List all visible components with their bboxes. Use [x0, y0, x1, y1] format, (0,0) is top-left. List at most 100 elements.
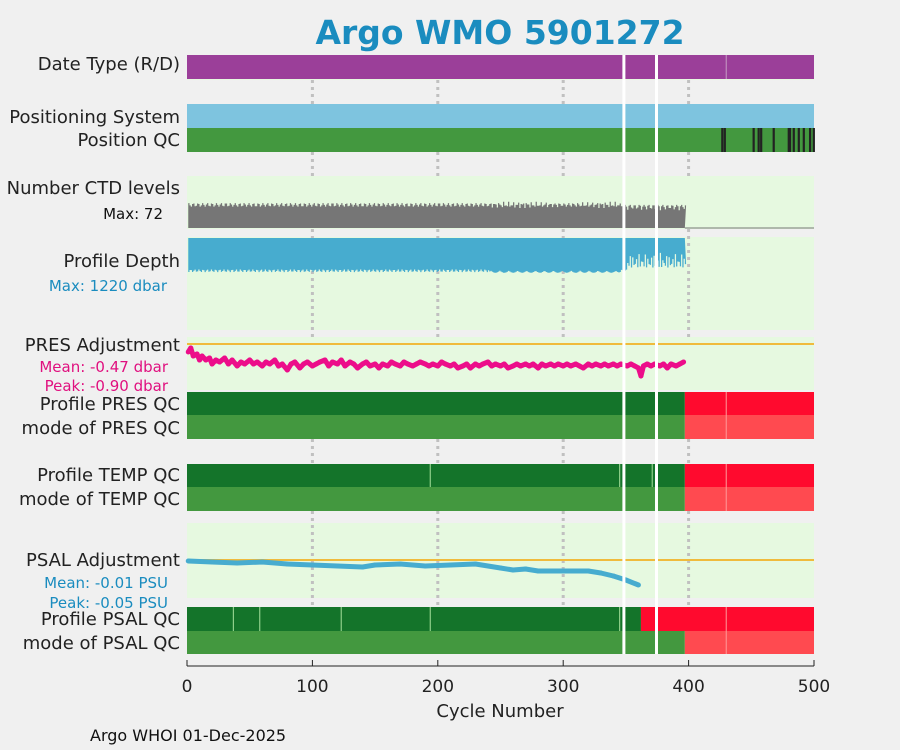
pres-adjustment-point [564, 361, 570, 367]
position-qc-bad-4 [760, 128, 763, 152]
pres-adjustment-point [661, 361, 667, 367]
pres-adjustment-point [363, 359, 369, 365]
pres-adjustment-point [439, 359, 445, 365]
pres-adjustment-point [347, 359, 353, 365]
mode-pres-qc-good [187, 415, 685, 439]
pres-adjustment-point [555, 361, 561, 367]
pres-adjustment-point [605, 363, 611, 369]
psal-adjustment-point [635, 582, 641, 588]
chart-title: Argo WMO 5901272 [315, 13, 684, 52]
pres-adjustment-point [372, 361, 378, 367]
pres-adjustment-point [250, 361, 256, 367]
label-mode-temp-qc: mode of TEMP QC [19, 489, 180, 510]
pres-adjustment-point [668, 361, 674, 367]
pres-adjustment-point [413, 361, 419, 367]
label-position-qc: Position QC [77, 130, 180, 151]
pres-adjustment-point [451, 361, 457, 367]
pres-adjustment-point [355, 365, 361, 371]
pres-adjustment-point [426, 363, 432, 369]
positioning-system-bar [187, 104, 814, 128]
label-date-type: Date Type (R/D) [38, 54, 180, 75]
label-mode-pres-qc: mode of PRES QC [22, 418, 180, 439]
pres-adjustment-point [207, 355, 213, 361]
psal-adjustment-point [523, 566, 529, 572]
position-qc-bad-2 [752, 128, 755, 152]
psal-adjustment-point [334, 563, 340, 569]
pres-adjustment-point [417, 359, 423, 365]
pres-adjustment-point [272, 357, 278, 363]
position-qc-bad-7 [788, 128, 792, 152]
pres-adjustment-point [313, 361, 319, 367]
position-qc-bad-12 [812, 128, 815, 152]
pres-adjustment-point [442, 361, 448, 367]
mode-psal-qc-bad [684, 631, 814, 654]
psal-adjustment-point [535, 568, 541, 574]
pres-adjustment-point [618, 361, 624, 367]
psal-adjustment-point [510, 567, 516, 573]
pres-adjustment-point [284, 367, 290, 373]
pres-adjustment-point [338, 357, 344, 363]
pres-adjustment-point [644, 361, 650, 367]
pres-adjustment-point [681, 359, 687, 365]
pres-adjustment-point [188, 345, 194, 351]
x-tick-label: 300 [547, 677, 579, 697]
pres-adjustment-point [234, 363, 240, 369]
pres-adjustment-point [297, 365, 303, 371]
pres-adjustment-point [610, 361, 616, 367]
profile-pres-qc-bad [684, 392, 814, 415]
pres-adjustment-point [673, 363, 679, 369]
pres-adjustment-point [209, 361, 215, 367]
pres-adjustment-point [401, 359, 407, 365]
pres-adjustment-point [638, 373, 644, 379]
pres-adjustment-point [467, 365, 473, 371]
pres-adjustment-point [568, 363, 574, 369]
label-psal-adjustment: PSAL Adjustment [26, 550, 180, 571]
pres-adjustment-point [199, 353, 205, 359]
psal-adjustment-point [498, 565, 503, 571]
pres-adjustment-point [351, 361, 357, 367]
label-ctd-max: Max: 72 [103, 205, 163, 223]
pres-adjustment-point [292, 359, 298, 365]
pres-adjustment-point [585, 361, 591, 367]
pres-adjustment-point [485, 359, 491, 365]
position-qc-bad-10 [802, 128, 805, 152]
x-tick-label: 100 [296, 677, 328, 697]
pres-adjustment-point [632, 363, 638, 369]
pres-adjustment-point [435, 363, 441, 369]
psal-adjustment-point [422, 563, 428, 569]
pres-adjustment-point [664, 365, 670, 371]
missing-cycle-gap-1 [654, 55, 658, 654]
psal-adjustment-point [234, 560, 240, 566]
pres-adjustment-point [242, 361, 248, 367]
psal-adjustment-point [447, 562, 453, 568]
pres-adjustment-point [309, 363, 315, 369]
pres-adjustment-point [464, 361, 470, 367]
ctd-levels-area [188, 201, 687, 228]
psal-adjustment-point [209, 559, 215, 565]
pres-adjustment-point [422, 361, 428, 367]
missing-cycle-gap-0 [622, 55, 626, 654]
pres-adjustment-point [460, 363, 466, 369]
pres-adjustment-point [380, 361, 386, 367]
position-qc-bad-3 [757, 128, 760, 152]
pres-adjustment-point [267, 361, 273, 367]
pres-adjustment-point [229, 357, 235, 363]
pres-adjustment-point [593, 361, 599, 367]
profile-temp-qc-good [187, 464, 685, 487]
position-qc-bad-6 [787, 128, 790, 152]
pres-adjustment-point [492, 361, 498, 367]
grid-lines [310, 80, 691, 607]
pres-adjustment-point [238, 359, 244, 365]
pres-adjustment-point [342, 363, 348, 369]
pres-adjustment-point [326, 363, 332, 369]
pres-adjustment-point [317, 359, 323, 365]
psal-adjustment-point [360, 564, 366, 570]
psal-adjustment-point [560, 568, 566, 574]
position-qc-bad-8 [792, 128, 795, 152]
pres-adjustment-point [530, 361, 536, 367]
pres-adjustment-point [263, 359, 269, 365]
psal-adjustment-point [598, 570, 604, 576]
label-pres-peak: Peak: -0.90 dbar [45, 377, 169, 395]
pres-adjustment-point [385, 363, 391, 369]
